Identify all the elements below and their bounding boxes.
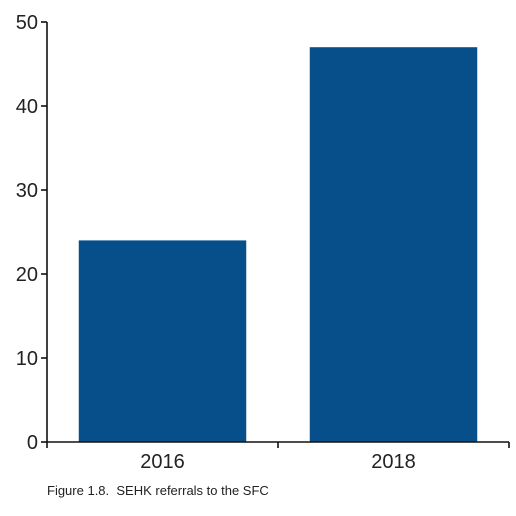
bar-chart: 0 10 20 30 40 50 2016 2018 [16, 12, 510, 470]
y-tick-label: 20 [16, 264, 38, 286]
bar-2016 [78, 240, 247, 442]
bars [78, 47, 478, 442]
y-tick-label: 0 [27, 432, 38, 454]
x-tick-label: 2018 [371, 451, 416, 470]
x-tick-label: 2016 [140, 451, 185, 470]
y-tick-label: 10 [16, 348, 38, 370]
y-tick-label: 30 [16, 180, 38, 202]
y-tick-label: 50 [16, 12, 38, 34]
bar-2018 [309, 47, 478, 442]
figure-caption: Figure 1.8. SEHK referrals to the SFC [47, 483, 269, 498]
y-axis-ticks: 0 10 20 30 40 50 [16, 12, 47, 454]
y-tick-label: 40 [16, 96, 38, 118]
x-axis-ticks: 2016 2018 [46, 442, 510, 470]
